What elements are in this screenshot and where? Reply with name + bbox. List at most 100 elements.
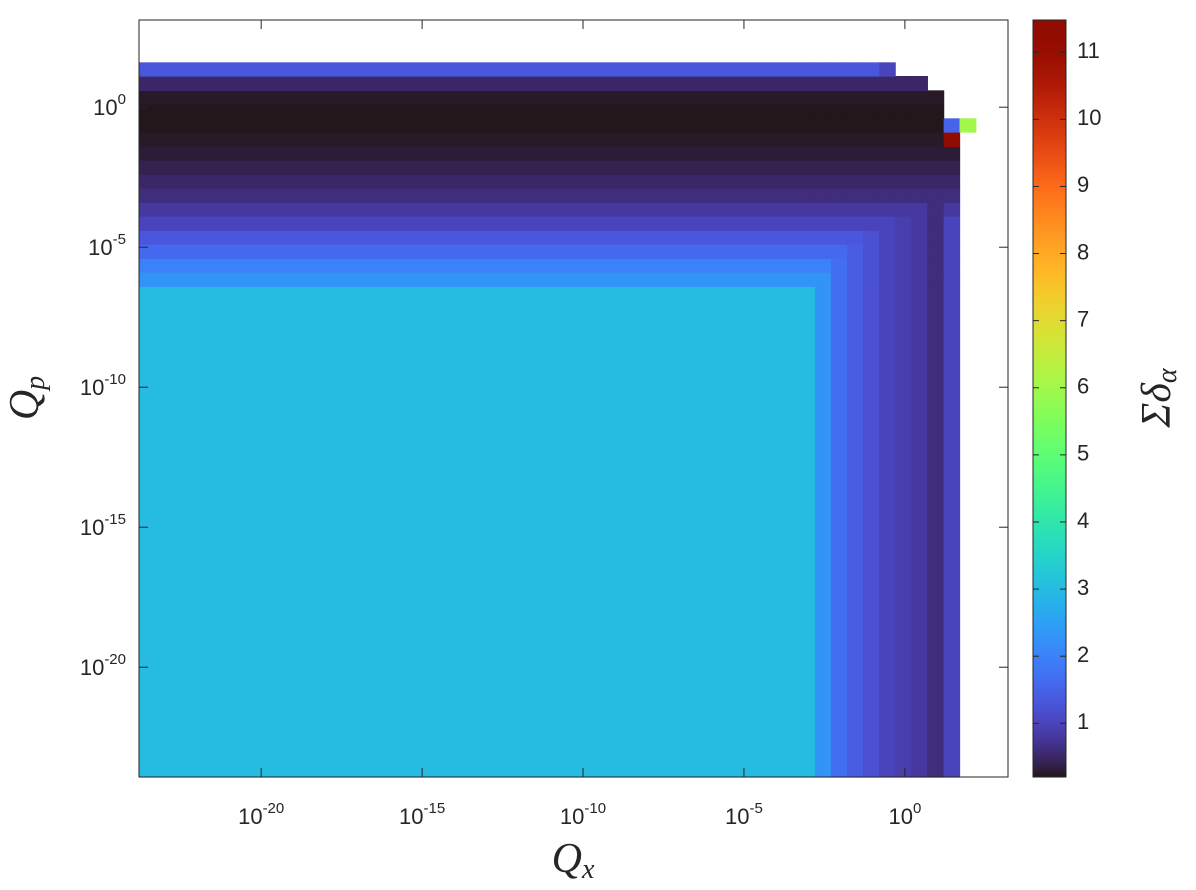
heatmap-cell: [830, 118, 848, 133]
heatmap-cell: [943, 188, 961, 203]
heatmap-cell: [911, 76, 928, 91]
heatmap-cell: [863, 286, 880, 778]
heatmap-cell: [863, 230, 880, 245]
heatmap-cell: [830, 104, 848, 119]
heatmap-cell: [814, 216, 832, 231]
heatmap-cell: [911, 216, 928, 231]
colorbar-tick-label: 6: [1077, 374, 1089, 399]
heatmap-cell: [814, 202, 832, 217]
heatmap-cell: [895, 188, 913, 203]
heatmap-cell: [830, 146, 848, 161]
heatmap-cell: [927, 104, 945, 119]
heatmap-cell: [847, 216, 864, 231]
heatmap-cell: [863, 202, 880, 217]
heatmap-cell: [139, 146, 816, 161]
x-tick-label: 100: [888, 800, 921, 829]
colorbar-tick-label: 2: [1077, 642, 1089, 667]
heatmap-cell: [895, 104, 913, 119]
heatmap-cell: [847, 188, 864, 203]
heatmap-cell: [830, 90, 848, 105]
y-tick-label: 10-15: [80, 511, 126, 540]
heatmap-cell: [895, 146, 913, 161]
heatmap-cell: [911, 146, 928, 161]
heatmap-cell: [139, 188, 816, 203]
heatmap-cell: [911, 188, 928, 203]
heatmap-cell: [847, 230, 864, 245]
heatmap-cell: [863, 76, 880, 91]
x-tick-label: 10-5: [725, 800, 763, 829]
heatmap-cell: [830, 216, 848, 231]
x-axis-label: Qx: [552, 836, 595, 886]
heatmap-cell: [139, 216, 816, 231]
heatmap-cell: [927, 286, 945, 778]
heatmap-cell: [927, 202, 945, 217]
heatmap-cell: [927, 244, 945, 259]
x-tick-label-exponent: 0: [913, 800, 921, 817]
x-tick-label-exponent: -5: [750, 800, 763, 817]
heatmap-cell: [139, 104, 816, 119]
heatmap-cell: [927, 90, 945, 105]
heatmap-cell: [814, 174, 832, 189]
heatmap-cell: [879, 160, 896, 175]
heatmap-cell: [943, 174, 961, 189]
heatmap-cell: [879, 118, 896, 133]
heatmap-cell: [847, 146, 864, 161]
colorbar-label: Σδα: [1134, 367, 1184, 428]
heatmap-cell: [927, 216, 945, 231]
heatmap-cell: [927, 160, 945, 175]
heatmap-cell: [814, 272, 832, 287]
heatmap-cell: [847, 202, 864, 217]
heatmap-cell: [847, 90, 864, 105]
heatmap-cell: [911, 272, 928, 287]
heatmap-cell: [863, 174, 880, 189]
heatmap-cell: [943, 230, 961, 245]
heatmap-cell: [139, 272, 816, 287]
heatmap-cell: [830, 202, 848, 217]
heatmap-cell: [847, 174, 864, 189]
x-tick-label: 10-15: [399, 800, 445, 829]
heatmap-cell: [927, 174, 945, 189]
heatmap-cell: [139, 118, 816, 133]
x-tick-label-exponent: -10: [584, 800, 606, 817]
heatmap-cell: [847, 244, 864, 259]
y-tick-label-exponent: -10: [104, 371, 126, 388]
heatmap-cell: [814, 104, 832, 119]
heatmap-cell: [863, 258, 880, 273]
y-tick-label: 10-5: [88, 231, 126, 260]
heatmap-cell: [879, 146, 896, 161]
y-tick-label-exponent: -5: [113, 231, 126, 248]
heatmap-cell: [139, 76, 816, 91]
heatmap-cell: [895, 132, 913, 147]
x-tick-label-exponent: -20: [263, 800, 285, 817]
heatmap-cell: [959, 118, 977, 133]
heatmap-cell: [879, 174, 896, 189]
heatmap-cell: [830, 76, 848, 91]
x-tick-label: 10-20: [238, 800, 284, 829]
heatmap-cell: [911, 90, 928, 105]
heatmap-cell: [943, 202, 961, 217]
heatmap-cell: [139, 160, 816, 175]
heatmap-cell: [830, 272, 848, 287]
heatmap-cell: [830, 244, 848, 259]
heatmap-cell: [863, 132, 880, 147]
heatmap-cell: [911, 104, 928, 119]
heatmap-cell: [879, 216, 896, 231]
colorbar-tick-label: 8: [1077, 239, 1089, 264]
heatmap-cell: [830, 258, 848, 273]
heatmap-cell: [927, 272, 945, 287]
heatmap-cell: [911, 258, 928, 273]
heatmap-cell: [814, 244, 832, 259]
heatmap-cell: [879, 62, 896, 77]
colorbar-tick-label: 7: [1077, 306, 1089, 331]
x-tick-label-base: 10: [725, 804, 749, 829]
heatmap-cell: [863, 118, 880, 133]
y-tick-label-exponent: -15: [104, 511, 126, 528]
colorbar: [1032, 19, 1067, 778]
colorbar-tick-label: 3: [1077, 575, 1089, 600]
heatmap-cell: [911, 286, 928, 778]
heatmap-cell: [139, 62, 816, 77]
y-tick-label-exponent: -20: [104, 651, 126, 668]
heatmap-cell: [863, 272, 880, 287]
heatmap-cell: [927, 118, 945, 133]
heatmap-cell: [911, 160, 928, 175]
